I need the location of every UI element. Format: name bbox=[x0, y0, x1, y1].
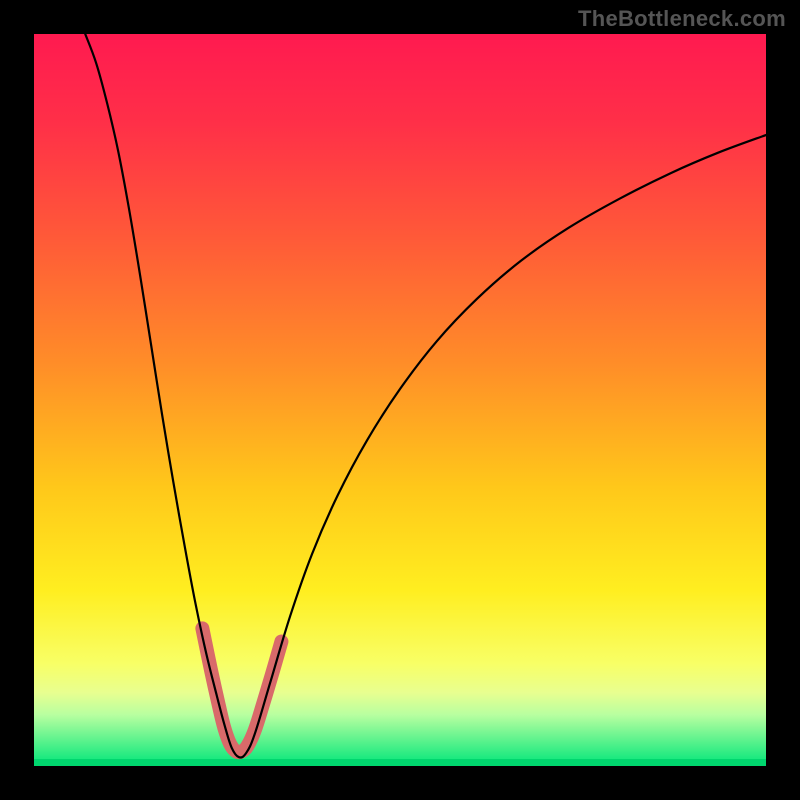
chart-svg bbox=[34, 34, 766, 766]
plot-area bbox=[34, 34, 766, 766]
valley-highlight bbox=[202, 628, 281, 752]
watermark-text: TheBottleneck.com bbox=[578, 6, 786, 32]
bottleneck-curve bbox=[85, 34, 766, 758]
